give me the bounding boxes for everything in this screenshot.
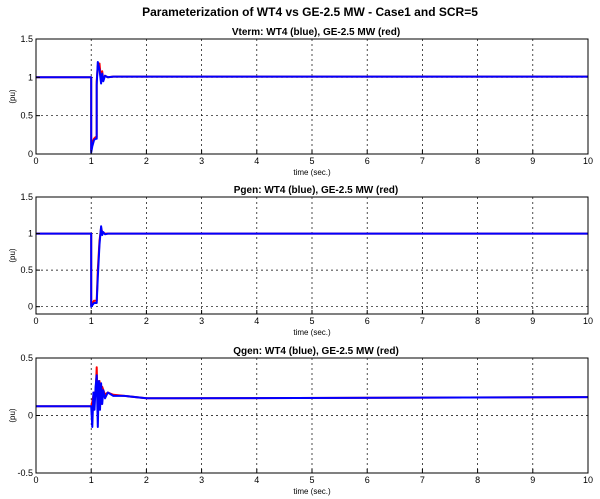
x-axis-label: time (sec.): [293, 168, 331, 177]
panel-vterm: 0 1 2 3 4 5 6 7 8 9 10 0 0.5 1 1.5 Vterm: WT4 (blue), …: [8, 27, 593, 177]
series-lines: [36, 366, 589, 428]
x-tick-label: 0: [33, 156, 38, 166]
x-tick-label: 8: [475, 475, 480, 485]
x-tick-label: 5: [309, 156, 314, 166]
x-tick-label: 3: [199, 156, 204, 166]
panel-pgen: 0 1 2 3 4 5 6 7 8 9 10 0 0.5 1 1.5 Pgen: WT4 (blue), G…: [8, 185, 593, 337]
x-tick-label: 4: [254, 156, 259, 166]
x-tick-label: 2: [144, 156, 149, 166]
x-tick-label: 7: [420, 156, 425, 166]
x-tick-label: 10: [583, 475, 593, 485]
x-tick-label: 7: [420, 316, 425, 326]
x-tick-label: 8: [475, 316, 480, 326]
grid: [36, 358, 588, 473]
x-tick-label: 9: [530, 316, 535, 326]
x-tick-label: 1: [89, 156, 94, 166]
x-tick-label: 5: [309, 316, 314, 326]
x-tick-label: 10: [583, 156, 593, 166]
y-tick-label: 1: [28, 229, 33, 239]
y-tick-label: 0: [28, 302, 33, 312]
x-tick-label: 6: [365, 156, 370, 166]
y-axis-label: (pu): [8, 248, 17, 263]
panel-qgen: 0 1 2 3 4 5 6 7 8 9 10-0.500.5 Qgen: WT4 (blue), G…: [8, 346, 593, 496]
tick-labels: 0 1 2 3 4 5 6 7 8 9 10 0 0.5 1 1.5: [20, 192, 593, 326]
y-tick-label: 1: [28, 72, 33, 82]
y-tick-label: 1.5: [20, 34, 33, 44]
x-tick-label: 4: [254, 475, 259, 485]
x-tick-label: 10: [583, 316, 593, 326]
x-tick-label: 7: [420, 475, 425, 485]
x-tick-label: 3: [199, 316, 204, 326]
series-line-blue: [36, 225, 588, 308]
x-tick-label: 5: [309, 475, 314, 485]
x-tick-label: 9: [530, 156, 535, 166]
series-line-blue: [36, 374, 589, 428]
y-axis-label: (pu): [8, 408, 17, 423]
panel-title: Qgen: WT4 (blue), GE-2.5 MW (red): [233, 346, 399, 357]
y-tick-label: 0: [28, 149, 33, 159]
x-tick-label: 2: [144, 475, 149, 485]
y-tick-label: 0: [28, 411, 33, 421]
series-lines: [36, 225, 588, 308]
series-lines: [36, 61, 588, 154]
tick-labels: 0 1 2 3 4 5 6 7 8 9 10-0.500.5: [17, 353, 593, 485]
y-tick-label: 1.5: [20, 192, 33, 202]
y-tick-label: 0.5: [20, 265, 33, 275]
panel-title: Pgen: WT4 (blue), GE-2.5 MW (red): [234, 185, 398, 196]
x-tick-label: 9: [530, 475, 535, 485]
x-tick-label: 1: [89, 475, 94, 485]
x-tick-label: 4: [254, 316, 259, 326]
figure-title: Parameterization of WT4 vs GE-2.5 MW - C…: [142, 5, 478, 19]
y-tick-label: -0.5: [17, 468, 33, 478]
y-tick-label: 0.5: [20, 353, 33, 363]
x-tick-label: 6: [365, 316, 370, 326]
y-tick-label: 0.5: [20, 111, 33, 121]
x-tick-label: 6: [365, 475, 370, 485]
x-tick-label: 0: [33, 475, 38, 485]
series-line-blue: [36, 61, 588, 154]
x-tick-label: 3: [199, 475, 204, 485]
x-tick-label: 2: [144, 316, 149, 326]
x-axis-label: time (sec.): [293, 487, 331, 496]
panel-title: Vterm: WT4 (blue), GE-2.5 MW (red): [232, 27, 400, 38]
x-tick-label: 1: [89, 316, 94, 326]
x-axis-label: time (sec.): [293, 328, 331, 337]
x-tick-label: 8: [475, 156, 480, 166]
y-axis-label: (pu): [8, 89, 17, 104]
x-tick-label: 0: [33, 316, 38, 326]
tick-labels: 0 1 2 3 4 5 6 7 8 9 10 0 0.5 1 1.5: [20, 34, 593, 166]
